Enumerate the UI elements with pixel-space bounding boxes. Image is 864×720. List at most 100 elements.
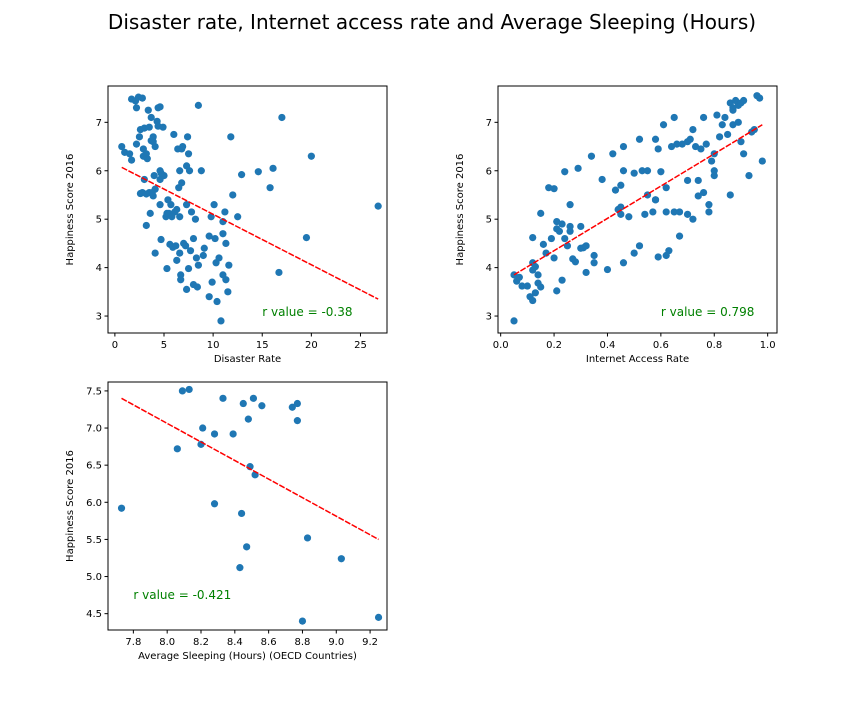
data-point (657, 168, 665, 176)
data-point (630, 169, 638, 177)
data-point (176, 249, 184, 257)
data-point (662, 208, 670, 216)
data-point (550, 254, 558, 262)
data-point (553, 287, 561, 295)
data-point (675, 232, 684, 240)
data-point (249, 394, 258, 402)
x-tick-label: 8.6 (261, 637, 277, 648)
data-point (303, 534, 312, 542)
data-point (718, 121, 726, 129)
data-point (135, 133, 144, 141)
regression-line (121, 397, 379, 541)
data-point (374, 202, 382, 210)
r-value-annotation: r value = -0.421 (133, 588, 231, 602)
data-point (566, 201, 574, 209)
data-point (234, 213, 242, 221)
data-point (337, 555, 345, 563)
y-tick-label: 7.0 (86, 424, 102, 435)
data-point (118, 142, 126, 151)
data-point (758, 157, 766, 165)
data-point (694, 192, 702, 200)
data-point (531, 289, 539, 297)
data-point (721, 113, 729, 122)
data-point (146, 209, 154, 217)
data-point (219, 394, 227, 402)
data-point (213, 297, 221, 306)
x-tick-label: 0.0 (493, 340, 509, 351)
data-point (619, 167, 628, 175)
x-tick-label: 9.2 (362, 637, 378, 648)
data-point (302, 233, 311, 242)
data-point (550, 185, 558, 193)
y-tick-label: 5.5 (86, 535, 102, 546)
data-point (184, 150, 193, 158)
data-point (193, 283, 201, 291)
y-tick-label: 4.5 (86, 609, 102, 620)
data-point (561, 234, 569, 243)
data-point (239, 399, 247, 408)
data-point (510, 317, 518, 325)
y-tick-label: 5.0 (86, 572, 102, 583)
data-point (254, 168, 262, 176)
data-point (126, 150, 134, 158)
data-point (566, 227, 574, 235)
data-point (236, 564, 244, 572)
x-tick-label: 1.0 (760, 340, 776, 351)
data-point (630, 249, 638, 257)
data-point (673, 140, 681, 148)
data-point (561, 168, 569, 176)
data-point (288, 403, 296, 411)
data-point (734, 118, 742, 126)
data-point (170, 130, 178, 139)
data-point (157, 169, 165, 177)
y-tick-label: 7.5 (86, 386, 102, 397)
data-point (603, 265, 612, 274)
data-point (200, 244, 208, 252)
data-point (699, 113, 708, 122)
data-point (705, 201, 713, 209)
y-tick-label: 3 (96, 312, 102, 323)
x-axis-label: Average Sleeping (Hours) (OECD Countries… (138, 651, 357, 662)
x-tick-label: 25 (354, 340, 367, 351)
regression-line (121, 166, 379, 300)
y-tick-label: 7 (96, 118, 102, 129)
x-tick-label: 7.8 (125, 637, 141, 648)
data-point (547, 234, 555, 243)
r-value-annotation: r value = 0.798 (661, 305, 755, 319)
data-point (182, 201, 191, 209)
data-point (275, 268, 283, 277)
x-tick-label: 8.4 (227, 637, 243, 648)
x-tick-label: 9.0 (328, 637, 344, 648)
data-point (649, 208, 657, 216)
data-point (176, 167, 184, 175)
data-point (707, 157, 716, 165)
data-point (651, 135, 660, 143)
data-point (184, 264, 193, 273)
data-point (571, 258, 580, 266)
y-tick-label: 4 (486, 263, 492, 274)
data-point (683, 176, 692, 185)
data-point (225, 261, 233, 269)
y-tick-label: 6 (96, 166, 102, 177)
data-point (159, 123, 167, 131)
data-point (178, 179, 186, 187)
data-point (545, 184, 553, 192)
data-point (210, 500, 219, 508)
data-point (151, 249, 159, 257)
data-point (724, 130, 732, 139)
data-point (217, 317, 225, 325)
x-tick-label: 10 (207, 340, 220, 351)
data-point (374, 613, 383, 621)
data-point (179, 142, 187, 151)
data-point (182, 162, 191, 170)
data-point (205, 232, 213, 240)
data-point (582, 242, 590, 250)
x-axis-label: Internet Access Rate (586, 354, 689, 365)
data-point (689, 125, 697, 134)
data-point (635, 135, 644, 143)
y-tick-label: 6.0 (86, 498, 102, 509)
scatter-chart-average-sleeping: 7.8 8.0 8.2 8.4 8.6 8.8 9.0 9.2 4.5 5.0 5.5 6.0 6.5 7… (65, 381, 388, 662)
data-point (293, 399, 301, 408)
